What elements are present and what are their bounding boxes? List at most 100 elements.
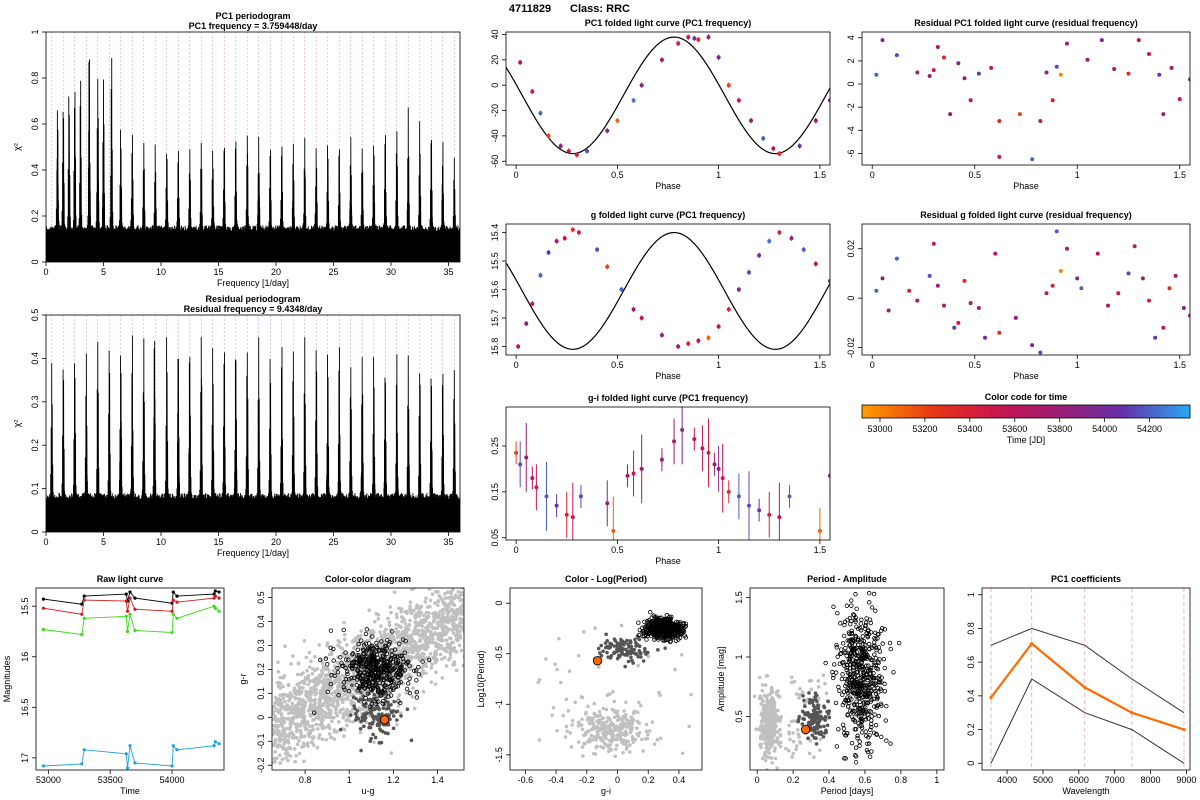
field-star: [401, 646, 406, 650]
rrab-star: [869, 605, 875, 610]
field-star: [790, 755, 794, 759]
field-star: [277, 734, 282, 739]
field-star: [412, 588, 416, 591]
field-star: [431, 637, 435, 641]
light-curve-point: [170, 609, 174, 613]
field-star: [294, 725, 299, 730]
rrab-star: [850, 671, 856, 677]
field-star: [468, 627, 472, 631]
field-star: [388, 628, 393, 632]
field-star: [331, 700, 336, 705]
data-point: [518, 462, 523, 467]
data-point: [1065, 41, 1069, 46]
field-star: [372, 740, 376, 745]
rrab-star: [411, 668, 417, 674]
field-star: [401, 632, 405, 637]
x-tick-label: 0: [514, 170, 519, 180]
field-star: [617, 733, 621, 737]
data-point: [524, 321, 529, 326]
rrab-star: [876, 645, 882, 650]
residual-periodogram-title: Residual periodogram: [205, 294, 300, 304]
rrab-star: [832, 662, 837, 667]
field-star: [596, 732, 600, 737]
residual-periodogram-ylabel: χ²: [12, 420, 22, 428]
data-point: [736, 494, 741, 499]
field-star: [652, 742, 657, 746]
y-tick-label: 0.2: [30, 439, 40, 452]
data-point: [874, 72, 879, 77]
rrab-star: [868, 657, 874, 663]
data-point: [686, 341, 691, 346]
field-star: [586, 739, 590, 744]
field-star: [452, 584, 456, 588]
data-point: [659, 333, 664, 338]
y-tick-label: 0: [846, 82, 856, 87]
data-point: [619, 287, 624, 292]
data-point: [1136, 38, 1141, 43]
rrab-star: [378, 693, 384, 698]
field-star: [429, 680, 434, 684]
data-point: [828, 473, 830, 478]
field-star: [427, 588, 432, 591]
x-tick-label: -0.2: [579, 775, 595, 785]
rrab-star: [426, 657, 432, 663]
pc1-folded-frame: [505, 31, 831, 166]
field-star: [605, 731, 609, 735]
rrab-star: [360, 684, 365, 689]
rrc-star: [812, 720, 816, 724]
rrab-star: [844, 688, 850, 693]
field-star: [280, 705, 285, 710]
field-star: [758, 675, 762, 680]
field-star: [446, 596, 451, 600]
field-star: [311, 735, 316, 739]
field-star: [323, 696, 328, 700]
field-star: [279, 712, 284, 717]
field-star: [416, 649, 420, 654]
field-star: [576, 724, 581, 728]
field-star: [613, 747, 618, 751]
rrab-star: [388, 693, 394, 698]
field-star: [293, 695, 297, 700]
rrab-star: [379, 664, 384, 669]
rrab-star: [856, 706, 861, 712]
raw-light-curve-ylabel: Magnitudes: [2, 655, 12, 702]
field-star: [444, 638, 449, 642]
field-star: [413, 614, 417, 619]
residual-g-frame: [861, 223, 1191, 356]
light-curve-point: [125, 609, 130, 613]
rrab-star: [844, 667, 849, 673]
field-star: [443, 615, 447, 620]
field-star: [399, 610, 403, 614]
rrc-star: [604, 632, 608, 637]
data-point: [1038, 350, 1043, 355]
y-tick-label: -0.5: [494, 646, 504, 662]
x-tick-label: 0.2: [642, 775, 655, 785]
data-point: [817, 528, 822, 533]
field-star: [456, 629, 461, 634]
rrc-star: [613, 638, 618, 643]
field-star: [307, 665, 312, 669]
rrab-star: [328, 628, 334, 633]
residual-pc1-xlabel: Phase: [1013, 181, 1039, 191]
rrab-star: [847, 689, 852, 694]
rrab-star: [867, 600, 872, 605]
data-point: [747, 270, 751, 275]
rrab-star: [353, 659, 358, 665]
rrab-star: [344, 669, 350, 674]
field-star: [323, 710, 328, 715]
field-star: [404, 628, 408, 633]
rrab-star: [879, 680, 884, 685]
y-tick-label: 0.5: [734, 710, 744, 723]
rrab-star: [341, 627, 346, 633]
field-star: [433, 601, 437, 605]
y-tick-label: 0.15: [490, 483, 500, 501]
rrab-star: [854, 624, 859, 629]
rrab-star: [883, 718, 888, 723]
field-star: [382, 632, 387, 637]
rrab-star: [382, 654, 387, 660]
field-star: [303, 675, 308, 680]
field-star: [630, 737, 635, 742]
field-star: [283, 699, 287, 704]
rrab-star: [414, 695, 420, 700]
rrc-star: [629, 655, 633, 660]
